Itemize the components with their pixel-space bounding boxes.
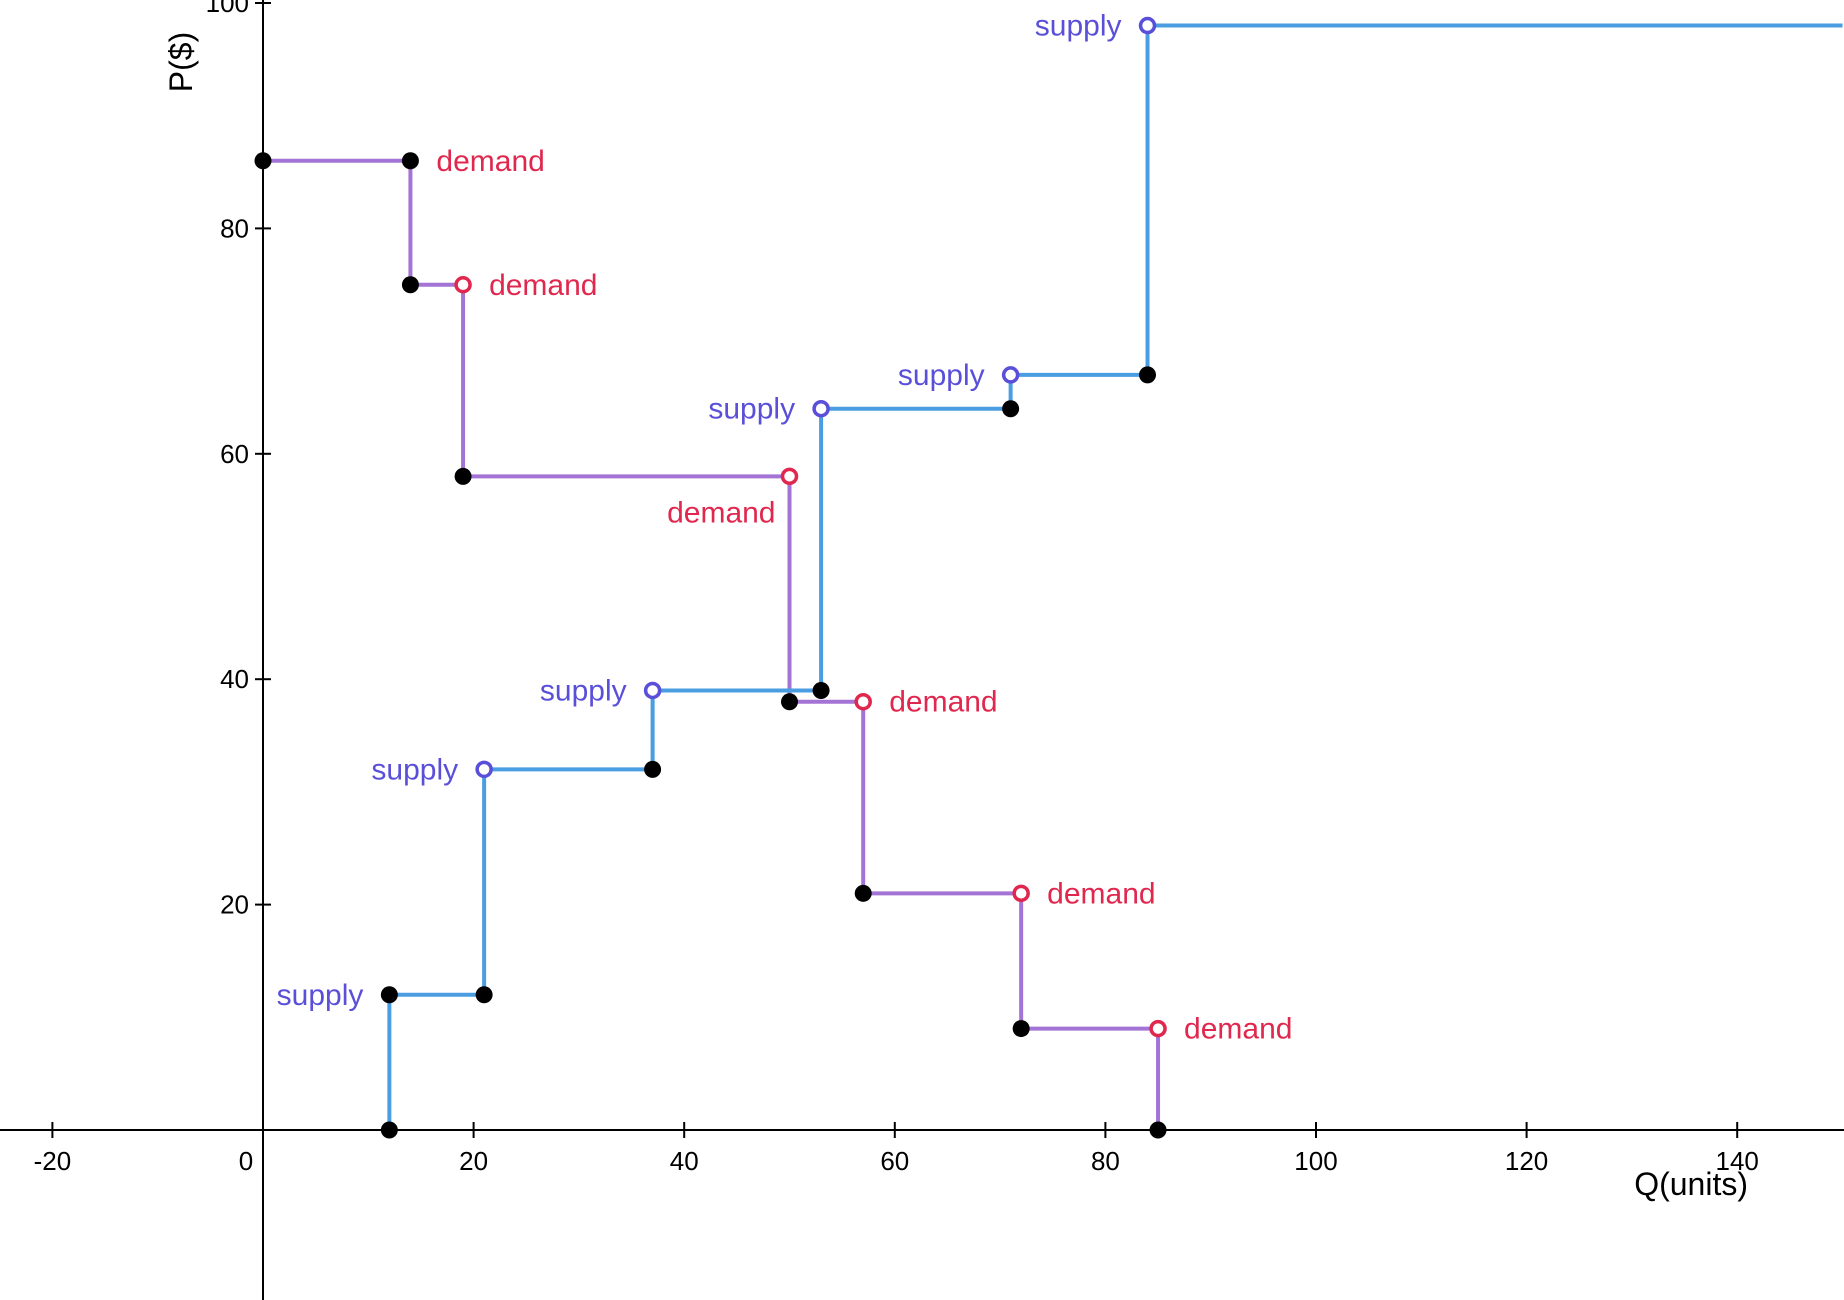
supply-label: supply — [708, 393, 795, 426]
demand-label: demand — [1047, 877, 1155, 910]
open-demand-point — [1149, 1019, 1167, 1038]
x-tick-label: 0 — [239, 1146, 253, 1176]
filled-point — [1149, 1121, 1167, 1139]
supply-label: supply — [540, 674, 627, 707]
filled-point — [380, 986, 398, 1004]
supply-label: supply — [898, 359, 985, 392]
filled-point — [812, 681, 830, 699]
filled-point — [454, 467, 472, 485]
x-tick-label: 140 — [1716, 1146, 1759, 1176]
x-axis-title: Q(units) — [1634, 1166, 1748, 1202]
x-tick-label: 120 — [1505, 1146, 1548, 1176]
open-demand-point — [854, 692, 872, 711]
filled-point — [1139, 366, 1157, 384]
filled-point — [1002, 400, 1020, 418]
x-tick-label: -20 — [34, 1146, 72, 1176]
y-tick-label: 20 — [220, 890, 249, 920]
supply-label: supply — [1035, 10, 1122, 43]
demand-label: demand — [889, 686, 997, 719]
annotations: supply supply supply supply supply supply dema… — [277, 10, 1293, 1046]
filled-point — [854, 884, 872, 902]
open-demand-point — [780, 467, 799, 486]
demand-step-line — [263, 158, 1161, 1130]
filled-point — [254, 152, 272, 170]
filled-point — [475, 986, 493, 1004]
x-tick-label: 100 — [1294, 1146, 1337, 1176]
filled-point — [401, 152, 419, 170]
open-supply-point — [1138, 16, 1157, 35]
step-lines — [263, 23, 1843, 1130]
demand-label: demand — [489, 269, 597, 302]
x-tick-label: 40 — [670, 1146, 699, 1176]
x-tick-label: 60 — [880, 1146, 909, 1176]
y-tick-label: 100 — [206, 0, 249, 18]
supply-label: supply — [277, 979, 364, 1012]
supply-step-line — [387, 23, 1843, 1130]
demand-label: demand — [667, 496, 775, 529]
open-demand-point — [454, 276, 472, 294]
y-tick-label: 60 — [220, 439, 249, 469]
filled-point — [380, 1121, 398, 1139]
y-axis-title: P($) — [163, 32, 199, 92]
demand-label: demand — [1184, 1013, 1292, 1046]
data-points — [254, 16, 1167, 1139]
open-supply-point — [812, 399, 830, 418]
supply-label: supply — [371, 753, 458, 786]
open-supply-point — [475, 760, 493, 779]
filled-point — [781, 693, 798, 711]
y-tick-label: 80 — [220, 213, 249, 243]
open-supply-point — [1001, 366, 1020, 384]
open-supply-point — [643, 681, 662, 700]
filled-point — [644, 760, 662, 778]
open-demand-point — [1012, 884, 1030, 903]
x-tick-label: 80 — [1091, 1146, 1120, 1176]
filled-point — [401, 276, 419, 294]
y-tick-label: 40 — [220, 664, 249, 694]
filled-point — [1012, 1020, 1030, 1038]
x-tick-label: 20 — [459, 1146, 488, 1176]
demand-label: demand — [436, 145, 544, 178]
